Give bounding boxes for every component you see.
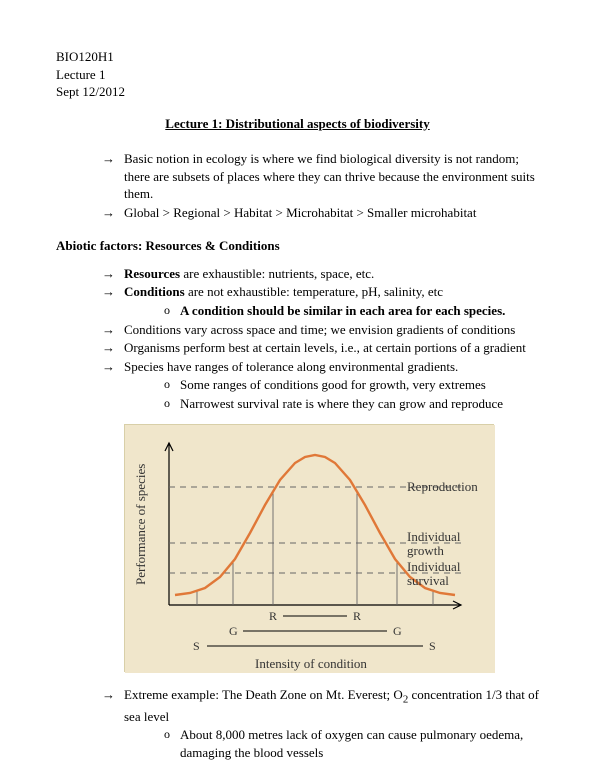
svg-text:Reproduction: Reproduction xyxy=(407,479,478,494)
condition-sub-bold: A condition should be similar in each ar… xyxy=(164,302,539,320)
section-heading-abiotic: Abiotic factors: Resources & Conditions xyxy=(56,237,539,255)
extreme-sub: About 8,000 metres lack of oxygen can ca… xyxy=(164,726,539,761)
conditions-bold: Conditions xyxy=(124,284,185,299)
extreme-arrow: Extreme example: The Death Zone on Mt. E… xyxy=(102,686,539,725)
svg-text:R: R xyxy=(269,609,277,623)
svg-text:Individual: Individual xyxy=(407,559,461,574)
resources-bold: Resources xyxy=(124,266,180,281)
svg-text:R: R xyxy=(353,609,361,623)
abiotic-resources: Resources are exhaustible: nutrients, sp… xyxy=(102,265,539,283)
intro-list: Basic notion in ecology is where we find… xyxy=(56,150,539,221)
abiotic-item: Conditions vary across space and time; w… xyxy=(102,321,539,339)
svg-text:survival: survival xyxy=(407,573,449,588)
svg-text:S: S xyxy=(193,639,200,653)
abiotic-list: Resources are exhaustible: nutrients, sp… xyxy=(56,265,539,301)
svg-text:Intensity of condition: Intensity of condition xyxy=(255,656,367,671)
conditions-text: are not exhaustible: temperature, pH, sa… xyxy=(185,284,443,299)
extreme-sub-list: About 8,000 metres lack of oxygen can ca… xyxy=(56,726,539,761)
extreme-list: Extreme example: The Death Zone on Mt. E… xyxy=(56,686,539,725)
lecture-number: Lecture 1 xyxy=(56,66,539,84)
svg-text:G: G xyxy=(229,624,238,638)
extreme-prefix: Extreme example: The Death Zone on Mt. E… xyxy=(124,687,403,702)
tolerance-sub: Some ranges of conditions good for growt… xyxy=(164,376,539,394)
abiotic-item: Species have ranges of tolerance along e… xyxy=(102,358,539,376)
intro-item: Global > Regional > Habitat > Microhabit… xyxy=(102,204,539,222)
condition-sub-list: A condition should be similar in each ar… xyxy=(56,302,539,320)
svg-text:growth: growth xyxy=(407,543,444,558)
svg-text:Performance of species: Performance of species xyxy=(133,464,148,585)
chart-svg: ReproductionIndividualgrowthIndividualsu… xyxy=(125,425,495,673)
svg-text:S: S xyxy=(429,639,436,653)
svg-text:Individual: Individual xyxy=(407,529,461,544)
abiotic-item: Organisms perform best at certain levels… xyxy=(102,339,539,357)
svg-text:G: G xyxy=(393,624,402,638)
course-code: BIO120H1 xyxy=(56,48,539,66)
lecture-date: Sept 12/2012 xyxy=(56,83,539,101)
abiotic-list-2: Conditions vary across space and time; w… xyxy=(56,321,539,376)
intro-item: Basic notion in ecology is where we find… xyxy=(102,150,539,203)
tolerance-sub-list: Some ranges of conditions good for growt… xyxy=(56,376,539,412)
page-title: Lecture 1: Distributional aspects of bio… xyxy=(56,115,539,133)
doc-header: BIO120H1 Lecture 1 Sept 12/2012 xyxy=(56,48,539,101)
tolerance-sub: Narrowest survival rate is where they ca… xyxy=(164,395,539,413)
resources-text: are exhaustible: nutrients, space, etc. xyxy=(180,266,374,281)
tolerance-curve-chart: ReproductionIndividualgrowthIndividualsu… xyxy=(124,424,494,672)
condition-sub-bold-text: A condition should be similar in each ar… xyxy=(180,303,505,318)
abiotic-conditions: Conditions are not exhaustible: temperat… xyxy=(102,283,539,301)
